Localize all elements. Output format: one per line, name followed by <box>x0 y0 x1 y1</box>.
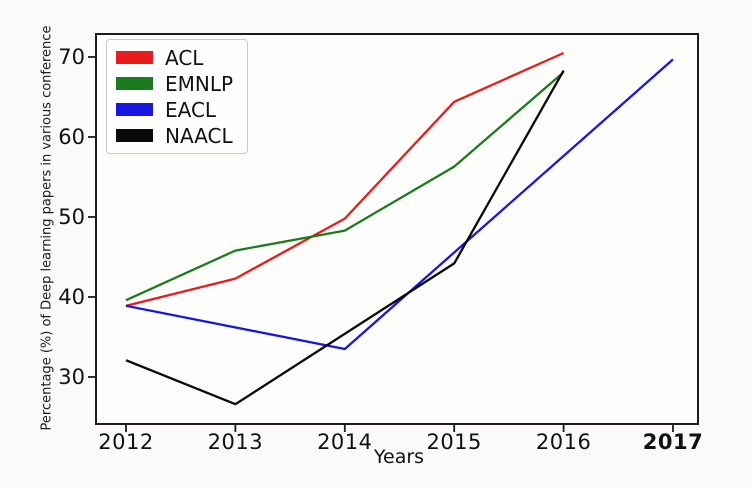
legend-label-emnlp: EMNLP <box>165 71 234 96</box>
acl-color-swatch <box>116 51 153 64</box>
y-tick-label-60: 60 <box>58 125 85 149</box>
x-axis-title: Years <box>373 446 425 468</box>
line-emnlp <box>125 71 565 302</box>
legend-label-eacl: EACL <box>165 97 217 122</box>
legend-item-acl: ACL <box>116 47 233 68</box>
x-tick-label-2015: 2015 <box>426 430 482 454</box>
legend-item-emnlp: EMNLP <box>116 73 233 94</box>
legend-label-acl: ACL <box>165 45 204 70</box>
x-tick-label-2017: 2017 <box>642 430 704 454</box>
x-tick-label-2013: 2013 <box>207 430 264 454</box>
naacl-color-swatch <box>116 129 153 142</box>
emnlp-color-swatch <box>116 77 153 90</box>
legend: ACL EMNLP EACL NAACL <box>106 39 249 154</box>
x-tick-label-2014: 2014 <box>317 430 373 454</box>
x-tick-label-2016: 2016 <box>535 430 592 454</box>
y-tick-label-40: 40 <box>58 285 85 309</box>
line-eacl <box>125 58 674 351</box>
y-tick-label-30: 30 <box>58 365 85 389</box>
eacl-color-swatch <box>116 103 153 116</box>
legend-item-eacl: EACL <box>116 99 233 120</box>
line-acl <box>125 51 565 307</box>
y-tick-label-70: 70 <box>58 45 85 69</box>
y-tick-label-50: 50 <box>58 205 85 229</box>
legend-label-naacl: NAACL <box>165 123 233 148</box>
y-axis-title: Percentage (%) of Deep learning papers i… <box>39 25 55 431</box>
line-naacl <box>125 70 565 406</box>
legend-item-naacl: NAACL <box>116 125 233 146</box>
x-tick-label-2012: 2012 <box>98 430 154 454</box>
plot-frame <box>95 33 699 425</box>
